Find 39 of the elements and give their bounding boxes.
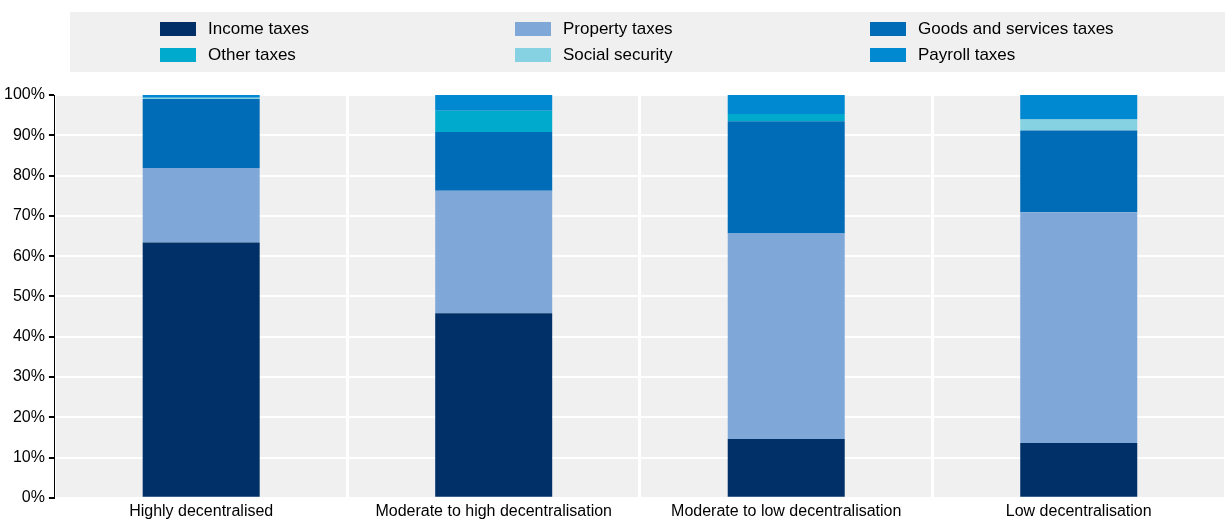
legend-label: Payroll taxes (918, 45, 1016, 65)
bar (727, 113, 845, 122)
legend-label: Income taxes (208, 19, 310, 39)
y-tick-label: 60% (12, 246, 45, 264)
bar (142, 242, 260, 497)
y-tick-label: 30% (12, 367, 45, 385)
y-tick-label: 10% (12, 447, 45, 465)
y-tick-label: 80% (12, 165, 45, 183)
legend-label: Social security (563, 45, 673, 65)
bar (1020, 443, 1138, 497)
y-tick-label: 50% (12, 286, 45, 304)
bar (727, 438, 845, 497)
y-tick-label: 70% (12, 206, 45, 224)
legend-label: Property taxes (563, 19, 673, 39)
bar (727, 233, 845, 439)
bar (727, 121, 845, 234)
bar (1020, 212, 1138, 444)
y-tick-label: 40% (12, 327, 45, 345)
bar (435, 95, 553, 111)
bar (727, 95, 845, 114)
bar (142, 99, 260, 168)
y-tick-label: 90% (12, 125, 45, 143)
bar (435, 110, 553, 133)
bar (435, 190, 553, 314)
legend-label: Goods and services taxes (918, 19, 1114, 39)
y-tick-label: 0% (21, 488, 45, 506)
y-tick-label: 100% (4, 85, 45, 103)
legend-label: Other taxes (208, 45, 296, 65)
x-tick-label: Moderate to high decentralisation (375, 501, 612, 519)
bar (1020, 119, 1138, 131)
bar (142, 167, 260, 243)
y-tick-label: 20% (12, 407, 45, 425)
bar (1020, 95, 1138, 120)
bar (1020, 130, 1138, 213)
bar (435, 132, 553, 191)
bar (435, 313, 553, 497)
x-tick-label: Moderate to low decentralisation (671, 501, 902, 519)
x-tick-label: Low decentralisation (1005, 501, 1152, 519)
x-tick-label: Highly decentralised (129, 501, 274, 519)
